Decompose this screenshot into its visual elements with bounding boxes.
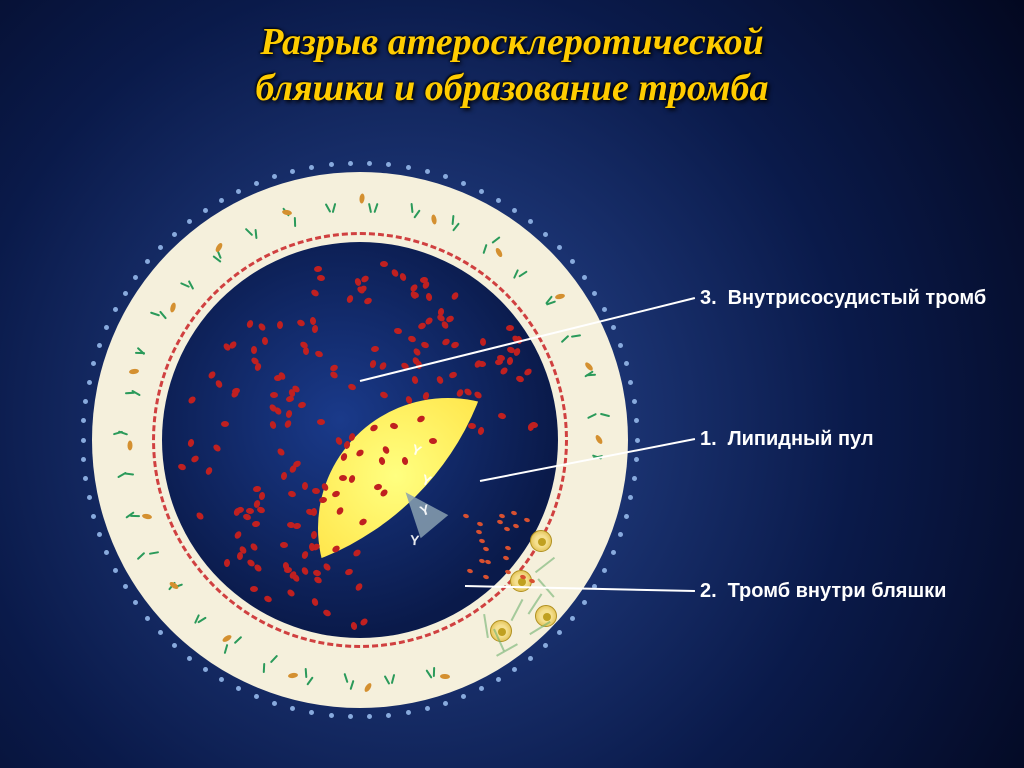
label-1-number: 1. (700, 428, 722, 451)
label-3-number: 3. (700, 287, 722, 310)
label-3-text: Внутрисосудистый тромб (728, 287, 987, 309)
plaque-contents (390, 470, 610, 690)
label-3-thrombus: 3. Внутрисосудистый тромб (700, 287, 986, 310)
label-2-text: Тромб внутри бляшки (728, 580, 947, 602)
label-2-number: 2. (700, 580, 722, 603)
title-line-1: Разрыв атеросклеротической (260, 21, 763, 63)
title-line-2: бляшки и образование тромба (256, 67, 769, 109)
label-1-lipid-pool: 1. Липидный пул (700, 428, 874, 451)
page-title: Разрыв атеросклеротической бляшки и обра… (0, 20, 1024, 111)
label-1-text: Липидный пул (728, 428, 874, 450)
vessel-diagram: YYYY (80, 160, 640, 720)
label-2-plaque-thrombus: 2. Тромб внутри бляшки (700, 580, 946, 603)
